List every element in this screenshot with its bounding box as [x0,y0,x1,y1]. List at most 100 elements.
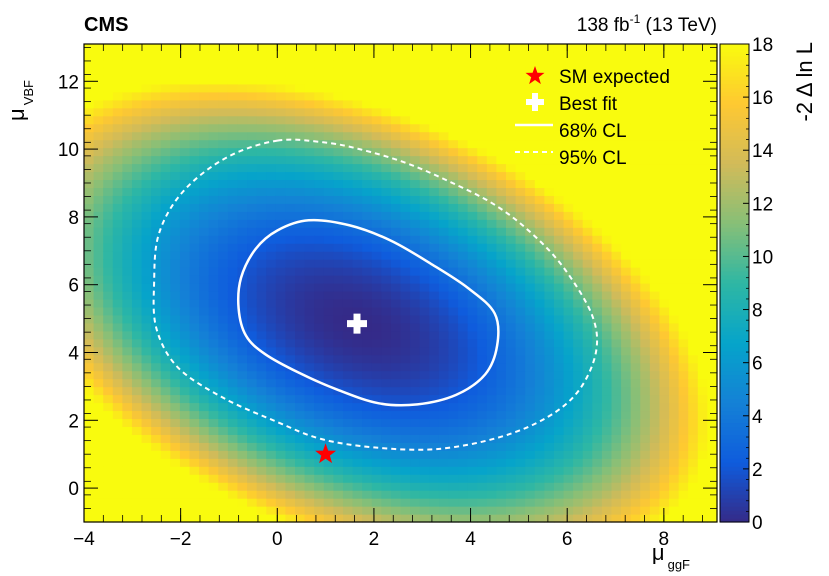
heatmap-cell [314,290,325,300]
colorbar-segment [720,231,749,236]
heatmap-cell [390,267,402,276]
heatmap-cell [352,107,363,117]
heatmap-cell [563,123,574,133]
heatmap-cell [419,426,430,435]
heatmap-cell [333,482,344,491]
heatmap-cell [323,306,334,316]
heatmap-cell [419,290,430,300]
heatmap-cell [467,450,478,459]
heatmap-cell [362,330,373,340]
heatmap-cell [314,418,325,427]
heatmap-cell [525,514,536,523]
heatmap-cell [630,283,641,292]
heatmap-cell [611,219,622,228]
heatmap-cell [467,267,478,276]
heatmap-cell [247,378,258,388]
heatmap-cell [601,107,613,117]
heatmap-cell [506,59,517,69]
heatmap-cell [275,139,287,149]
heatmap-cell [477,434,488,443]
colorbar-segment [720,271,749,276]
heatmap-cell [170,330,181,340]
heatmap-cell [189,44,200,53]
heatmap-cell [477,514,488,523]
heatmap-cell [688,211,699,220]
heatmap-cell [179,235,191,244]
heatmap-cell [429,179,440,188]
heatmap-cell [266,155,277,165]
heatmap-cell [448,59,459,69]
heatmap-cell [410,442,421,451]
heatmap-cell [458,290,469,300]
heatmap-cell [544,235,555,244]
heatmap-cell [362,187,373,196]
heatmap-cell [534,123,545,133]
heatmap-cell [707,75,718,85]
x-tick-label: 2 [369,529,380,550]
heatmap-cell [515,83,526,93]
heatmap-cell [506,402,517,412]
colorbar-tick-label: 4 [752,407,763,428]
heatmap-cell [688,402,699,412]
heatmap-cell [160,498,171,507]
heatmap-cell [208,131,219,141]
heatmap-cell [649,171,661,181]
heatmap-cell [342,482,354,491]
heatmap-cell [179,394,191,404]
heatmap-cell [621,338,632,348]
heatmap-cell [381,51,392,61]
colorbar-segment [720,498,749,503]
heatmap-cell [419,298,430,308]
heatmap-cell [448,203,459,212]
heatmap-cell [84,290,95,300]
heatmap-cell [601,402,613,412]
heatmap-cell [314,426,325,435]
heatmap-cell [112,91,123,101]
heatmap-cell [141,298,152,308]
heatmap-cell [371,394,382,404]
heatmap-cell [342,434,354,443]
heatmap-cell [419,482,430,491]
heatmap-cell [189,211,200,220]
heatmap-cell [429,211,440,220]
heatmap-cell [601,370,613,380]
heatmap-cell [170,434,181,443]
heatmap-cell [103,314,114,324]
heatmap-cell [438,354,450,364]
heatmap-cell [659,251,670,260]
heatmap-cell [659,354,670,364]
heatmap-cell [659,75,670,85]
heatmap-cell [429,107,440,117]
heatmap-cell [189,490,200,499]
heatmap-cell [601,155,613,165]
heatmap-cell [84,171,95,181]
heatmap-cell [649,322,661,332]
heatmap-cell [141,354,152,364]
heatmap-cell [496,195,507,204]
heatmap-cell [170,283,181,292]
heatmap-cell [84,378,95,388]
heatmap-cell [611,171,622,181]
heatmap-cell [314,490,325,499]
heatmap-cell [621,179,632,188]
heatmap-cell [199,251,210,260]
heatmap-cell [486,155,498,165]
heatmap-cell [390,147,402,157]
heatmap-cell [592,219,603,228]
heatmap-cell [400,203,411,212]
heatmap-cell [669,139,680,149]
heatmap-cell [170,322,181,332]
heatmap-cell [371,51,382,61]
heatmap-cell [563,370,574,380]
heatmap-cell [390,83,402,93]
heatmap-cell [496,402,507,412]
heatmap-cell [122,243,133,252]
heatmap-cell [592,259,603,268]
heatmap-cell [227,227,239,236]
heatmap-cell [218,203,229,212]
heatmap-cell [170,386,181,396]
heatmap-cell [592,139,603,149]
heatmap-cell [640,51,651,61]
heatmap-cell [122,442,133,451]
heatmap-cell [141,227,152,236]
